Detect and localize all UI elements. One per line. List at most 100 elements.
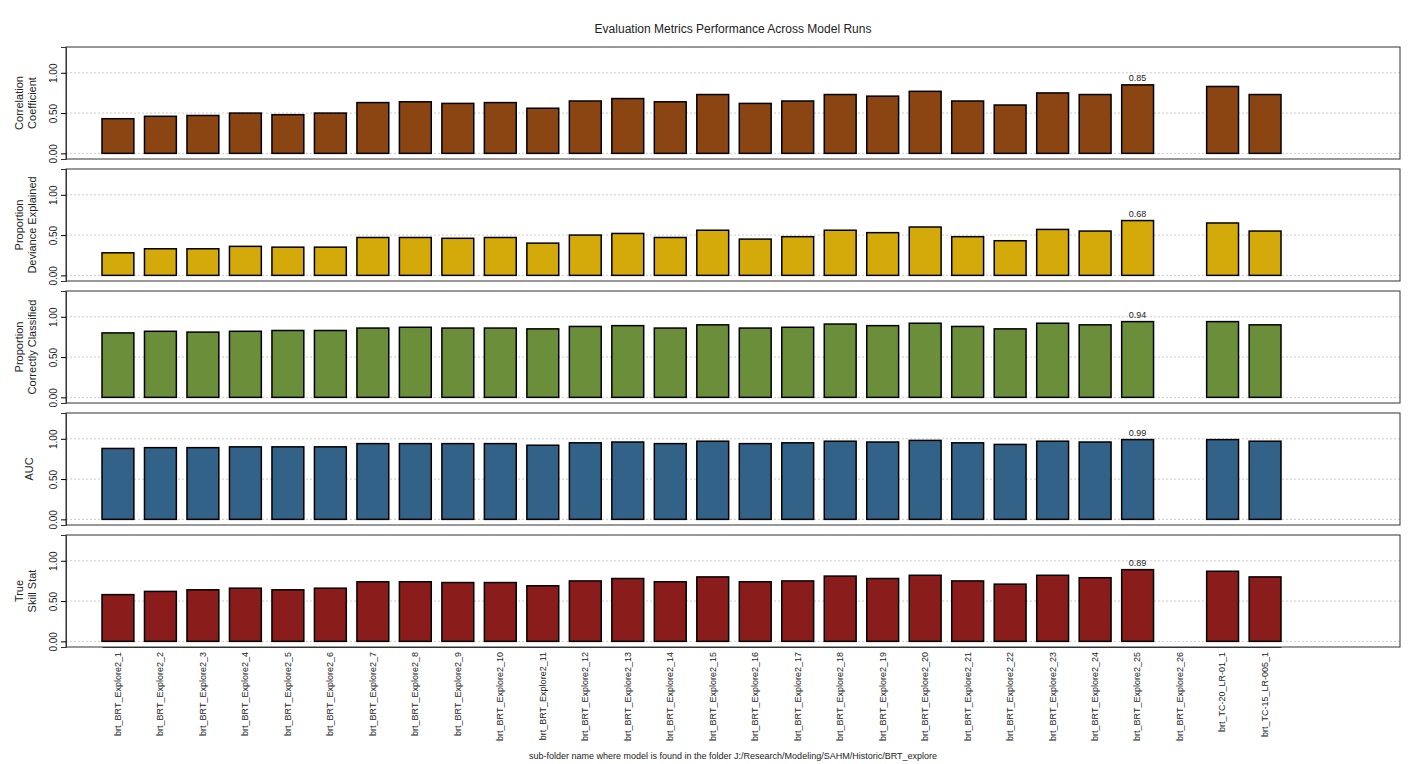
bar	[484, 444, 516, 520]
bar	[484, 328, 516, 397]
bar	[994, 584, 1026, 641]
tick-label: brt_BRT_Explore2_16	[750, 652, 760, 741]
bar	[102, 448, 134, 519]
tick-label: brt_BRT_Explore2_20	[920, 652, 930, 741]
tick-label: 0.50	[48, 347, 59, 367]
bars	[102, 85, 1281, 153]
bar	[697, 441, 729, 519]
bar	[144, 448, 176, 520]
y-axis-title: ProportionDeviance Explained	[13, 176, 38, 273]
bar	[1079, 442, 1111, 519]
bar	[527, 445, 559, 519]
tick: brt_BRT_Explore2_14	[665, 647, 675, 741]
grid-line	[66, 479, 1400, 480]
y-axis-title-line: Proportion	[13, 322, 25, 373]
bar	[527, 329, 559, 397]
tick-label: brt_BRT_Explore2_4	[240, 652, 250, 736]
y-axis-title-line: Correctly Classified	[26, 300, 38, 395]
bar	[527, 586, 559, 642]
bar	[357, 237, 389, 275]
bar	[187, 448, 219, 520]
tick-label: brt_BRT_Explore2_18	[835, 652, 845, 741]
bar	[569, 581, 601, 641]
grid-line	[66, 316, 1400, 317]
tick-label: brt_BRT_Explore2_26	[1175, 652, 1185, 741]
bar	[952, 581, 984, 641]
tick: brt_BRT_Explore2_4	[240, 647, 250, 736]
bar	[612, 99, 644, 154]
bar	[102, 253, 134, 276]
bar	[442, 444, 474, 520]
bar	[952, 326, 984, 397]
bar	[357, 444, 389, 520]
bar	[442, 103, 474, 153]
grid-line	[66, 357, 1400, 358]
tick-label: 0.50	[48, 225, 59, 245]
bar	[314, 247, 346, 275]
panel	[66, 535, 1400, 647]
bar	[272, 247, 304, 275]
bar	[654, 102, 686, 154]
bar	[144, 249, 176, 276]
bar	[1079, 95, 1111, 154]
tick: brt_BRT_Explore2_19	[878, 647, 888, 741]
tick-label: 1.00	[48, 429, 59, 449]
bar	[144, 116, 176, 153]
annotation: 0.68	[1129, 209, 1147, 219]
bars	[102, 440, 1281, 520]
bar	[229, 246, 261, 275]
tick-label: brt_BRT_Explore2_10	[495, 652, 505, 741]
tick: brt_BRT_Explore2_24	[1090, 647, 1100, 741]
tick-mark	[61, 153, 66, 154]
tick: brt_BRT_Explore2_8	[410, 647, 420, 736]
tick-mark	[61, 113, 66, 114]
tick-mark	[61, 397, 66, 398]
tick-label: brt_BRT_Explore2_13	[623, 652, 633, 741]
axis-line	[61, 414, 67, 526]
y-axis: 0.000.501.00	[48, 536, 67, 652]
y-axis-title: ProportionCorrectly Classified	[13, 300, 38, 395]
bar	[229, 588, 261, 641]
y-axis-title-line: Skill Stat	[26, 570, 38, 613]
y-axis: 0.000.501.00	[48, 414, 67, 530]
bar	[527, 108, 559, 153]
tick: brt_BRT_Explore2_26	[1175, 647, 1185, 741]
bar	[994, 444, 1026, 519]
bar	[1207, 86, 1239, 153]
tick: brt_BRT_Explore2_15	[708, 647, 718, 741]
bar	[782, 443, 814, 520]
tick: brt_BRT_Explore2_20	[920, 647, 930, 741]
bar	[867, 233, 899, 276]
x-axis: brt_BRT_Explore2_1brt_BRT_Explore2_2brt_…	[103, 647, 1282, 741]
annotation: 0.99	[1129, 428, 1147, 438]
bar	[697, 325, 729, 398]
y-axis-title-line: Proportion	[13, 200, 25, 251]
bar	[102, 333, 134, 397]
bar	[314, 588, 346, 641]
bar	[442, 238, 474, 275]
y-axis-title-line: True	[13, 580, 25, 602]
plot-frame	[66, 291, 1400, 403]
tick: brt_BRT_Explore2_6	[325, 647, 335, 736]
tick-label: brt_TC-20_LR-01_1	[1217, 652, 1227, 732]
axis-line	[61, 170, 67, 282]
tick-label: 0.00	[48, 144, 59, 164]
bar	[909, 227, 941, 275]
bars	[102, 322, 1281, 398]
chart-title: Evaluation Metrics Performance Across Mo…	[595, 22, 872, 36]
bar	[1249, 441, 1281, 519]
tick-label: brt_BRT_Explore2_11	[538, 652, 548, 740]
tick-label: brt_BRT_Explore2_1	[113, 652, 123, 736]
bar	[1207, 322, 1239, 398]
bar	[1037, 93, 1069, 153]
grid-line	[66, 72, 1400, 73]
tick-label: 1.00	[48, 63, 59, 83]
annotation: 0.89	[1129, 558, 1147, 568]
y-axis-title: AUC	[23, 457, 35, 480]
bar	[654, 237, 686, 275]
bar	[697, 95, 729, 154]
tick-label: brt_BRT_Explore2_17	[793, 652, 803, 741]
grid-line	[66, 113, 1400, 114]
bar	[952, 101, 984, 153]
bar	[484, 237, 516, 275]
